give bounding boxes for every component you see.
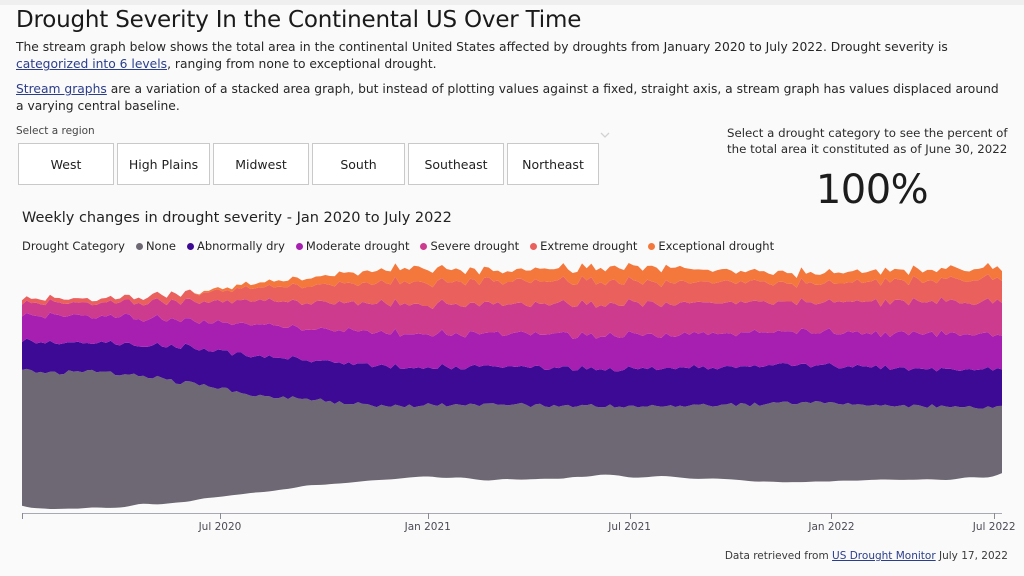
legend-swatch-icon	[648, 242, 656, 250]
legend-swatch-icon	[186, 242, 194, 250]
legend-swatch-icon	[420, 242, 428, 250]
description-text-3: are a variation of a stacked area graph,…	[16, 82, 999, 114]
legend-item-severe-drought[interactable]: Severe drought	[420, 239, 519, 253]
legend-label: None	[145, 239, 176, 253]
top-chrome-strip	[0, 0, 1024, 5]
legend-item-extreme-drought[interactable]: Extreme drought	[530, 239, 637, 253]
legend-swatch-icon	[295, 242, 303, 250]
axis-tick	[629, 513, 631, 519]
stream-band-severe-drought[interactable]	[22, 297, 1002, 339]
legend-label: Extreme drought	[540, 239, 638, 253]
chevron-down-icon[interactable]	[598, 126, 612, 138]
region-button-south[interactable]: South	[312, 143, 405, 185]
chart-x-axis: Jul 2020 Jan 2021 Jul 2021 Jan 2022 Jul 2022	[22, 513, 1016, 547]
axis-tick-label: Jan 2022	[808, 521, 855, 533]
legend-item-none[interactable]: None	[135, 239, 176, 253]
axis-tick-label: Jan 2021	[404, 521, 451, 533]
app-page: Drought Severity In the Continental US O…	[0, 5, 1024, 576]
axis-tick-label: Jul 2021	[608, 521, 651, 533]
legend-swatch-icon	[135, 242, 143, 250]
axis-tick	[22, 513, 23, 519]
chart-legend: Drought Category None Abnormally dry Mod…	[22, 239, 785, 253]
legend-item-moderate-drought[interactable]: Moderate drought	[295, 239, 410, 253]
legend-swatch-icon	[530, 242, 538, 250]
category-prompt: Select a drought category to see the per…	[727, 126, 1008, 157]
percent-readout: 100%	[815, 167, 929, 213]
legend-label: Abnormally dry	[196, 239, 285, 253]
axis-tick-label: Jul 2022	[972, 521, 1016, 533]
region-button-midwest[interactable]: Midwest	[213, 143, 309, 185]
stream-graph[interactable]	[22, 257, 1002, 515]
region-selector-label: Select a region	[16, 125, 95, 137]
legend-label: Exceptional drought	[658, 239, 775, 253]
page-title: Drought Severity In the Continental US O…	[16, 7, 582, 33]
stream-band-abnormally-dry[interactable]	[22, 338, 1002, 409]
footer-prefix: Data retrieved from	[724, 550, 833, 562]
description-text-2: , ranging from none to exceptional droug…	[167, 57, 437, 72]
axis-tick	[994, 513, 996, 519]
axis-tick-label: Jul 2020	[198, 521, 242, 533]
legend-label: Moderate drought	[305, 239, 410, 253]
legend-title: Drought Category	[22, 239, 125, 253]
axis-tick	[427, 513, 429, 519]
categorized-link[interactable]: categorized into 6 levels	[16, 57, 168, 72]
region-button-southeast[interactable]: Southeast	[408, 143, 504, 185]
axis-line	[22, 513, 1002, 514]
footer-suffix: July 17, 2022	[935, 550, 1008, 562]
region-button-high-plains[interactable]: High Plains	[117, 143, 210, 185]
legend-item-exceptional-drought[interactable]: Exceptional drought	[648, 239, 774, 253]
stream-band-moderate-drought[interactable]	[22, 312, 1002, 372]
stream-band-none[interactable]	[22, 368, 1002, 509]
region-button-west[interactable]: West	[18, 143, 114, 185]
footer-attribution: Data retrieved from US Drought Monitor J…	[0, 550, 1008, 562]
chart-title: Weekly changes in drought severity - Jan…	[22, 210, 452, 226]
axis-tick	[831, 513, 833, 519]
stream-band-extreme-drought[interactable]	[22, 274, 1002, 310]
stream-band-exceptional-drought[interactable]	[22, 263, 1002, 302]
region-button-group: West High Plains Midwest South Southeast…	[18, 143, 599, 185]
axis-tick	[219, 513, 221, 519]
drought-monitor-link[interactable]: US Drought Monitor	[832, 550, 936, 562]
legend-label: Severe drought	[430, 239, 520, 253]
page-description-2: Stream graphs are a variation of a stack…	[16, 81, 1001, 116]
region-button-northeast[interactable]: Northeast	[507, 143, 599, 185]
stream-graphs-link[interactable]: Stream graphs	[16, 82, 107, 96]
description-text-1: The stream graph below shows the total a…	[16, 40, 948, 54]
legend-item-abnormally-dry[interactable]: Abnormally dry	[186, 239, 285, 253]
page-description: The stream graph below shows the total a…	[16, 39, 1008, 74]
